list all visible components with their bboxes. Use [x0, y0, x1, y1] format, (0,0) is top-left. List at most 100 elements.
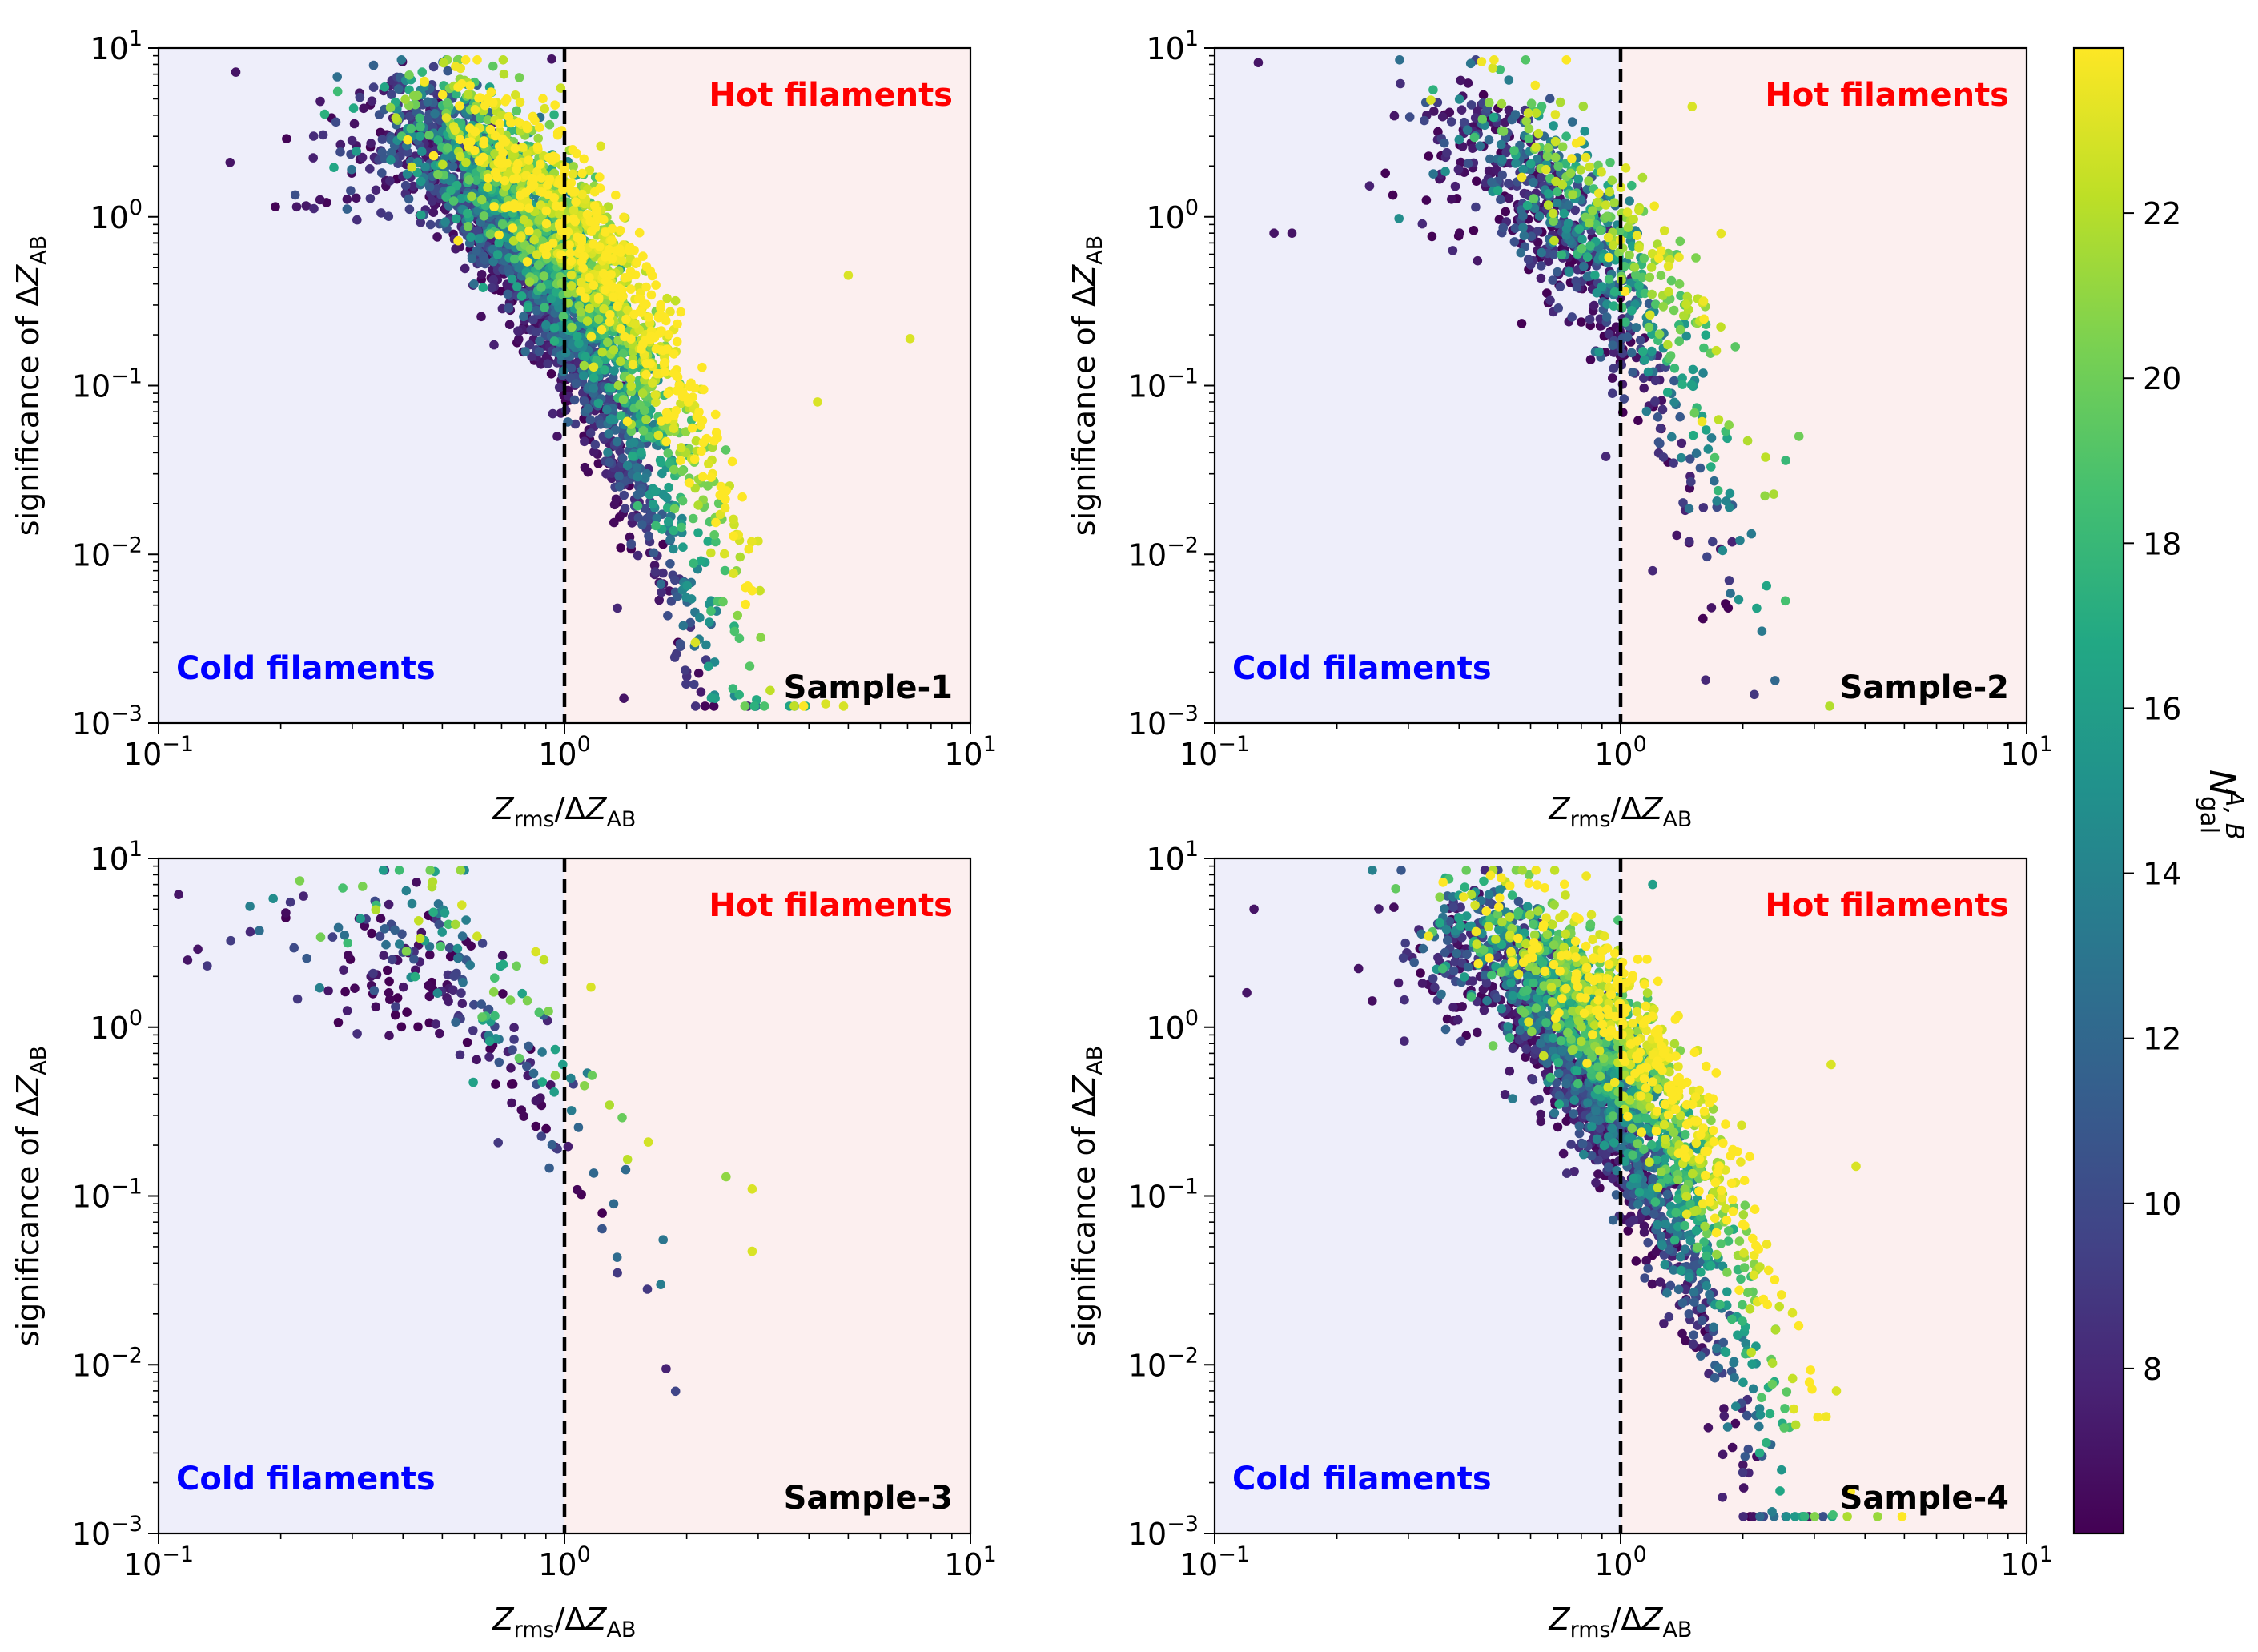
scatter-point: [585, 428, 596, 438]
scatter-point: [1698, 368, 1708, 378]
scatter-point: [376, 208, 386, 218]
scatter-point: [1742, 436, 1753, 446]
scatter-point: [699, 384, 709, 395]
scatter-point: [1442, 147, 1452, 158]
scatter-point: [367, 96, 377, 106]
scatter-point: [1526, 98, 1537, 108]
scatter-point: [510, 143, 520, 153]
scatter-point: [340, 931, 350, 940]
scatter-point: [1543, 200, 1553, 210]
scatter-point: [1677, 438, 1687, 448]
scatter-point: [656, 579, 666, 589]
scatter-point: [548, 408, 558, 419]
scatter-point: [1648, 565, 1657, 576]
scatter-point: [486, 87, 496, 97]
scatter-point: [1380, 168, 1390, 179]
scatter-point: [620, 504, 630, 513]
scatter-point: [1473, 255, 1483, 266]
scatter-point: [1703, 444, 1714, 454]
scatter-point: [533, 133, 543, 143]
scatter-point: [641, 369, 651, 380]
scatter-point: [1518, 211, 1528, 221]
scatter-point: [1584, 176, 1593, 186]
scatter-point: [1529, 203, 1540, 213]
scatter-point: [443, 143, 452, 153]
scatter-point: [1389, 111, 1400, 121]
y-axis-label: significance of ΔZAB: [10, 235, 51, 536]
scatter-point: [589, 384, 598, 393]
scatter-point: [1493, 186, 1503, 195]
scatter-point: [662, 492, 672, 503]
scatter-point: [1637, 172, 1648, 183]
scatter-point: [1645, 272, 1655, 283]
scatter-point: [665, 307, 675, 317]
scatter-point: [1536, 273, 1546, 283]
scatter-point: [677, 466, 687, 476]
scatter-point: [1529, 194, 1539, 203]
scatter-point: [597, 324, 607, 335]
scatter-point: [1597, 167, 1606, 177]
scatter-point: [477, 195, 487, 205]
scatter-point: [366, 139, 376, 148]
scatter-point: [498, 55, 508, 65]
scatter-point: [1710, 452, 1720, 463]
scatter-point: [415, 933, 425, 943]
scatter-point: [1623, 223, 1633, 232]
scatter-point: [554, 382, 564, 392]
scatter-point: [1531, 143, 1541, 152]
scatter-point: [1588, 206, 1597, 215]
scatter-point: [661, 436, 671, 447]
scatter-point: [409, 954, 419, 964]
scatter-point: [720, 565, 730, 576]
scatter-point: [626, 284, 636, 294]
scatter-point: [1454, 94, 1464, 104]
scatter-point: [1629, 262, 1640, 272]
scatter-point: [1537, 247, 1546, 258]
scatter-point: [343, 938, 353, 948]
scatter-point: [564, 240, 574, 250]
scatter-point: [193, 944, 203, 955]
scatter-point: [1718, 545, 1728, 556]
scatter-point: [484, 1036, 495, 1046]
scatter-point: [541, 1123, 551, 1134]
scatter-point: [1462, 125, 1473, 135]
scatter-point: [569, 214, 578, 224]
scatter-point: [1582, 252, 1593, 262]
scatter-point: [516, 232, 526, 243]
scatter-point: [507, 274, 517, 284]
scatter-point: [428, 907, 438, 918]
scatter-point: [451, 62, 460, 71]
scatter-point: [543, 180, 552, 190]
scatter-point: [1604, 329, 1614, 339]
scatter-point: [657, 587, 666, 597]
scatter-point: [333, 1018, 344, 1027]
scatter-point: [703, 537, 713, 546]
scatter-point: [1424, 151, 1434, 161]
scatter-point: [1465, 58, 1476, 69]
scatter-point: [637, 388, 648, 398]
scatter-point: [367, 928, 376, 939]
scatter-point: [400, 94, 410, 104]
scatter-point: [1578, 101, 1589, 111]
scatter-point: [550, 100, 560, 110]
scatter-point: [1511, 159, 1521, 168]
scatter-point: [1659, 226, 1669, 235]
scatter-point: [245, 926, 255, 937]
scatter-point: [308, 153, 319, 163]
scatter-point: [490, 973, 500, 983]
scatter-point: [606, 383, 617, 393]
scatter-point: [595, 183, 605, 193]
scatter-point: [488, 275, 498, 285]
scatter-point: [609, 366, 619, 376]
scatter-point: [1685, 537, 1694, 546]
scatter-point: [433, 170, 443, 179]
scatter-point: [640, 504, 650, 513]
scatter-point: [632, 257, 642, 267]
scatter-point: [663, 448, 673, 458]
scatter-point: [443, 66, 452, 76]
scatter-point: [1585, 355, 1596, 364]
scatter-point: [299, 891, 308, 901]
scatter-point: [522, 995, 532, 1006]
scatter-point: [1645, 310, 1655, 320]
scatter-point: [1662, 388, 1673, 397]
